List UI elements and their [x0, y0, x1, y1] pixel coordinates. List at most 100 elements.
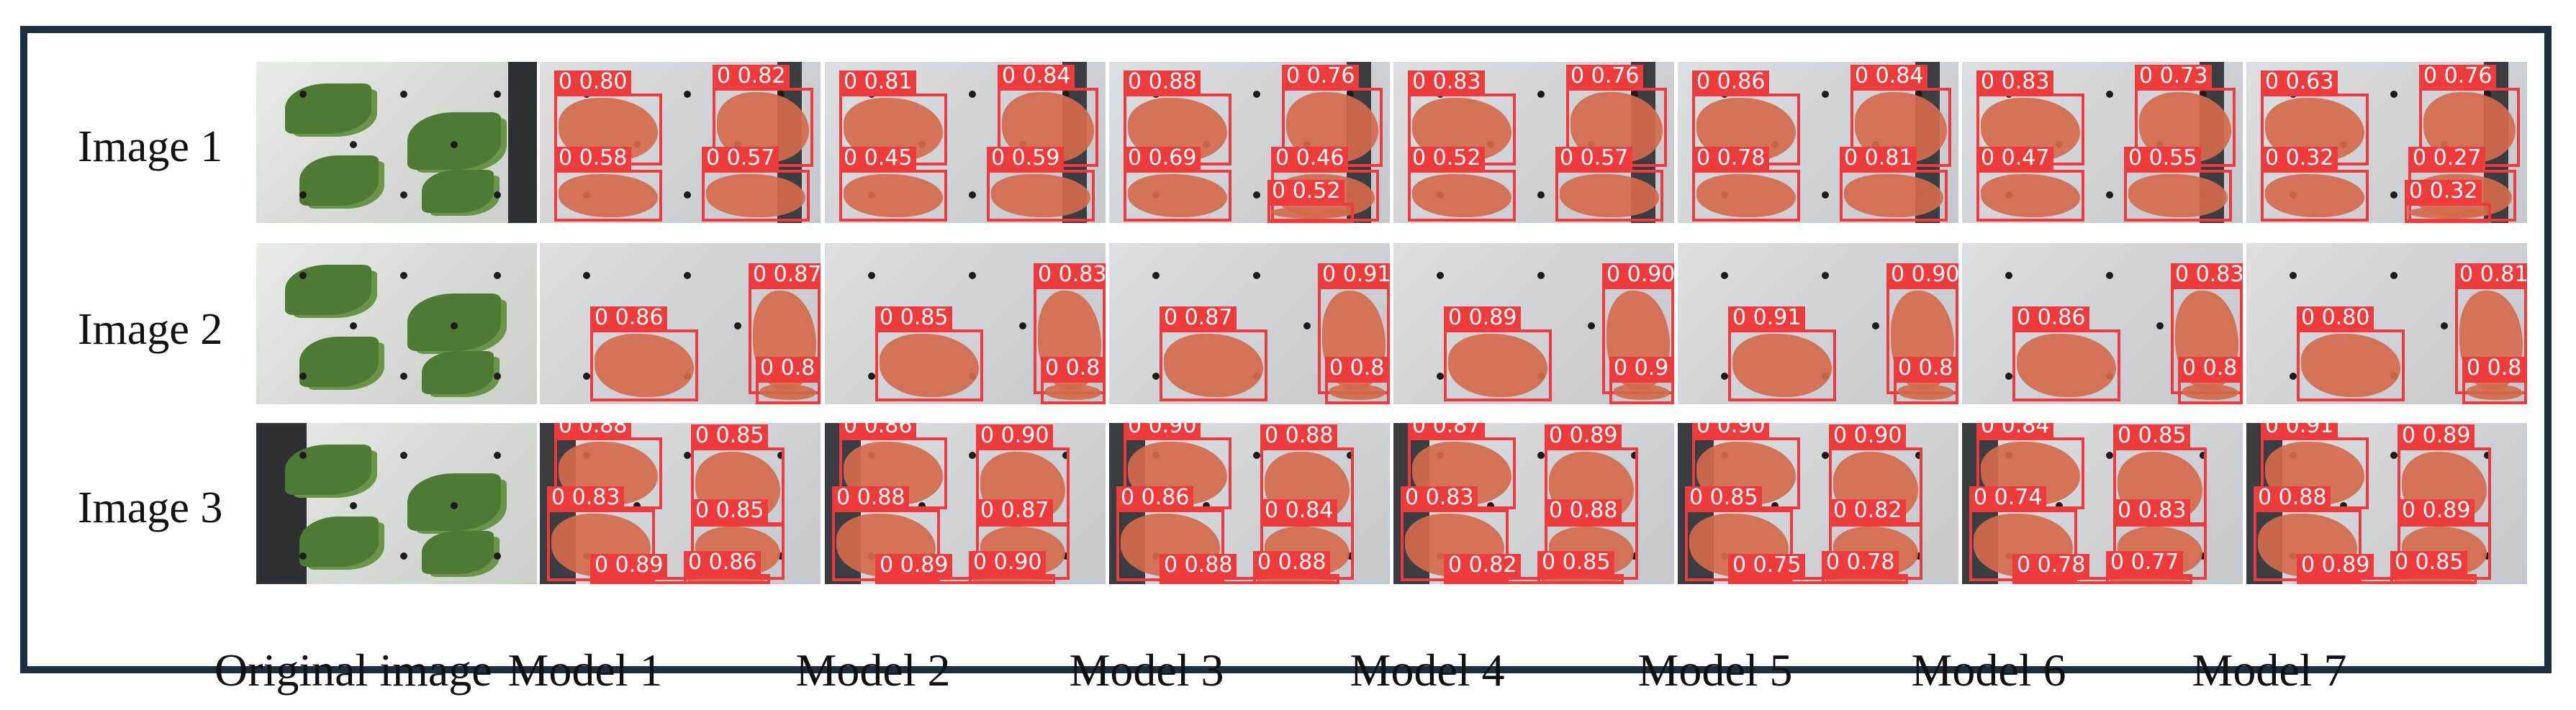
lettuce-plant: [299, 516, 379, 567]
lettuce-plant: [1981, 174, 2080, 217]
bounding-box: 0 0.86: [2012, 306, 2120, 401]
bounding-box: 0 0.8: [756, 357, 821, 404]
column-label-model-2: Model 2: [795, 645, 951, 696]
planting-hole: [2106, 272, 2113, 279]
planting-hole: [1537, 91, 1545, 98]
bounding-box: 0 0.32: [2405, 180, 2491, 223]
bounding-box: 0 0.75: [1728, 554, 1829, 584]
confidence-label: 0 0.88: [1253, 551, 1331, 574]
planting-hole: [1721, 272, 1728, 279]
detection-result-image: 0 0.63 0 0.76 0 0.32 0 0.27 0 0.32: [2246, 62, 2527, 223]
column-label-model-6: Model 6: [1911, 645, 2066, 696]
planting-hole: [2390, 191, 2398, 199]
planting-hole: [2484, 552, 2491, 560]
bounding-box: 0 0.91: [1728, 306, 1836, 401]
confidence-label: 0 0.88: [832, 486, 910, 509]
planting-hole: [684, 452, 691, 459]
planting-hole: [400, 91, 407, 98]
planting-hole: [1347, 91, 1354, 98]
planting-hole: [2390, 272, 2398, 279]
lettuce-plant: [880, 334, 979, 397]
lettuce-plant: [2128, 174, 2228, 217]
confidence-label: 0 0.81: [839, 70, 917, 94]
confidence-label: 0 0.78: [2012, 554, 2090, 577]
planting-hole: [451, 502, 458, 509]
confidence-label: 0 0.8: [2178, 357, 2242, 380]
planting-hole: [1062, 91, 1070, 98]
confidence-label: 0 0.80: [554, 70, 632, 94]
lettuce-plant: [299, 155, 379, 206]
planting-hole: [400, 373, 407, 380]
lettuce-plant: [559, 174, 658, 217]
row-label-image-1: Image 1: [78, 122, 223, 171]
bounding-box: 0 0.8: [1325, 357, 1390, 404]
confidence-label: 0 0.83: [1034, 263, 1106, 286]
confidence-label: 0 0.88: [2254, 486, 2331, 509]
bounding-box: 0 0.81: [1840, 147, 1948, 222]
planting-hole: [2056, 502, 2063, 509]
planting-hole: [299, 452, 307, 459]
planting-hole: [1437, 373, 1444, 380]
confidence-label: 0 0.91: [1728, 306, 1806, 329]
planting-hole: [734, 322, 741, 329]
confidence-label: 0 0.83: [1401, 486, 1478, 509]
detection-result-image: 0 0.80 0 0.82 0 0.58 0 0.57: [540, 62, 821, 223]
confidence-label: 0 0.84: [1260, 499, 1338, 522]
lettuce-plant: [1560, 174, 1659, 217]
planting-hole: [969, 272, 976, 279]
bounding-box: 0 0.85: [1685, 486, 1793, 581]
planting-hole: [1152, 373, 1160, 380]
bounding-box: 0 0.58: [554, 147, 662, 222]
planting-hole: [451, 322, 458, 329]
lettuce-plant: [1844, 174, 1943, 217]
lettuce-plant: [1696, 174, 1796, 217]
bounding-box: 0 0.85: [1537, 551, 1624, 584]
lettuce-plant: [2395, 578, 2472, 583]
planting-hole: [583, 373, 590, 380]
confidence-label: 0 0.76: [1282, 65, 1360, 88]
planting-hole: [1347, 452, 1354, 459]
bounding-box: 0 0.8: [2462, 357, 2527, 404]
figure-frame: Image 1 Image 2 Image 3 Original image M…: [20, 26, 2552, 696]
detection-result-image: 0 0.90 0 0.90 0 0.85 0 0.82 0 0.75 0 0.78: [1678, 423, 1958, 584]
confidence-label: 0 0.8: [1325, 357, 1389, 380]
bounding-box: 0 0.80: [2297, 306, 2405, 401]
original-image-photo: [256, 62, 537, 223]
planting-hole: [1019, 322, 1026, 329]
planting-hole: [1152, 272, 1160, 279]
planting-hole: [1915, 452, 1922, 459]
lettuce-plant: [760, 384, 816, 400]
bounding-box: 0 0.82: [713, 65, 813, 167]
planting-hole: [350, 141, 357, 148]
confidence-label: 0 0.47: [1976, 147, 2054, 170]
planting-hole: [1631, 91, 1638, 98]
confidence-label: 0 0.87: [1160, 306, 1237, 329]
bounding-box: 0 0.88: [1545, 499, 1638, 580]
confidence-label: 0 0.88: [1124, 70, 1201, 94]
bounding-box: 0 0.90: [1602, 263, 1674, 394]
planting-hole: [494, 452, 501, 459]
lettuce-plant: [1898, 384, 1954, 400]
bounding-box: 0 0.85: [2113, 424, 2207, 527]
detection-result-image: 0 0.87 0 0.91 0 0.8: [1109, 243, 1390, 404]
planting-hole: [684, 272, 691, 279]
bounding-box: 0 0.86: [1116, 486, 1224, 581]
detection-result-image: 0 0.83 0 0.73 0 0.47 0 0.55: [1962, 62, 2243, 223]
column-label-model-1: Model 1: [507, 645, 663, 696]
bounding-box: 0 0.73: [2135, 65, 2236, 167]
lettuce-plant: [2110, 578, 2188, 583]
confidence-label: 0 0.91: [2261, 423, 2338, 437]
planting-hole: [1822, 272, 1829, 279]
lettuce-plant: [973, 578, 1051, 583]
confidence-label: 0 0.83: [2171, 263, 2243, 286]
bounding-box: 0 0.83: [1401, 486, 1509, 581]
bounding-box: 0 0.74: [1969, 486, 2077, 581]
confidence-label: 0 0.8: [1041, 357, 1105, 380]
confidence-label: 0 0.89: [2398, 424, 2475, 447]
bounding-box: 0 0.55: [2124, 147, 2232, 222]
planting-hole: [2106, 91, 2113, 98]
confidence-label: 0 0.32: [2261, 147, 2338, 170]
confidence-label: 0 0.87: [976, 499, 1054, 522]
planting-hole: [1437, 272, 1444, 279]
confidence-label: 0 0.89: [2297, 554, 2374, 577]
